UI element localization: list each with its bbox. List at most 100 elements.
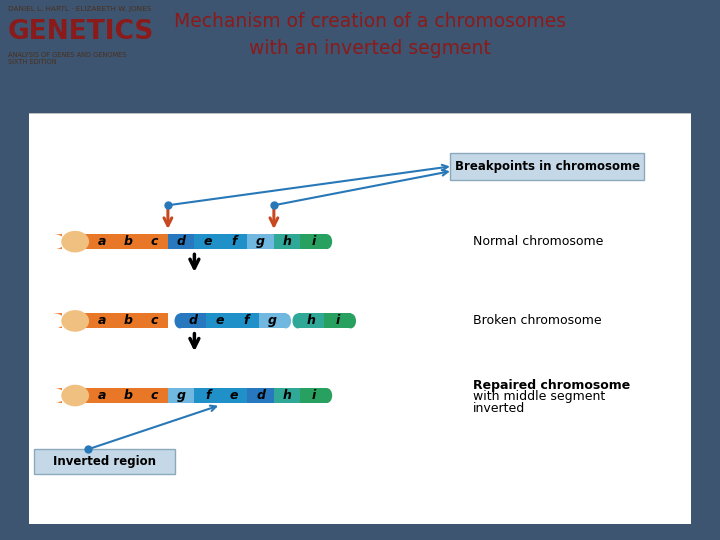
Bar [53, 313, 54, 328]
Bar [233, 313, 259, 328]
Bar [46, 234, 48, 249]
Bar [300, 388, 327, 403]
Text: Repaired chromosome: Repaired chromosome [472, 379, 630, 392]
Bar [56, 388, 58, 403]
Bar [115, 388, 141, 403]
Bar [55, 234, 57, 249]
Ellipse shape [61, 231, 89, 253]
Ellipse shape [174, 313, 185, 328]
Text: b: b [124, 314, 132, 327]
Bar [50, 313, 51, 328]
Bar [89, 234, 115, 249]
Bar [274, 234, 300, 249]
Bar [300, 234, 327, 249]
Text: h: h [283, 235, 292, 248]
Ellipse shape [33, 234, 53, 249]
Ellipse shape [322, 234, 332, 249]
Text: a: a [97, 314, 106, 327]
Ellipse shape [32, 233, 66, 250]
Text: Breakpoints in chromosome: Breakpoints in chromosome [454, 160, 639, 173]
Text: f: f [231, 235, 237, 248]
Bar [45, 234, 47, 249]
Bar [53, 388, 54, 403]
FancyBboxPatch shape [34, 449, 175, 474]
Text: e: e [215, 314, 224, 327]
Bar [45, 313, 47, 328]
Bar [180, 313, 207, 328]
Bar [194, 234, 221, 249]
Bar [59, 234, 60, 249]
Text: i: i [336, 314, 340, 327]
Bar [248, 234, 274, 249]
Text: h: h [307, 314, 315, 327]
Text: d: d [189, 314, 197, 327]
Bar [274, 388, 300, 403]
Bar [141, 234, 168, 249]
Ellipse shape [33, 313, 53, 329]
Text: with middle segment: with middle segment [472, 390, 605, 403]
Text: i: i [312, 389, 316, 402]
Text: d: d [256, 389, 265, 402]
Bar [115, 313, 141, 328]
Bar [43, 313, 45, 328]
Bar [53, 234, 54, 249]
Bar [60, 388, 61, 403]
Text: b: b [124, 235, 132, 248]
Bar [43, 388, 45, 403]
Bar [49, 388, 50, 403]
Bar [49, 313, 50, 328]
Text: ANALYSIS OF GENES AND GENOMES
SIXTH EDITION: ANALYSIS OF GENES AND GENOMES SIXTH EDIT… [8, 52, 127, 65]
Bar [53, 388, 55, 403]
Bar [51, 234, 52, 249]
Bar [89, 388, 115, 403]
Bar [324, 313, 351, 328]
Text: f: f [243, 314, 249, 327]
Bar [51, 388, 52, 403]
Bar [50, 388, 51, 403]
Bar [61, 388, 62, 403]
Bar [207, 313, 233, 328]
Bar [45, 388, 47, 403]
Bar [75, 234, 89, 249]
Bar [221, 388, 248, 403]
Bar [50, 234, 51, 249]
Text: Mechanism of creation of a chromosomes
with an inverted segment: Mechanism of creation of a chromosomes w… [174, 12, 566, 58]
Ellipse shape [322, 388, 332, 403]
Bar [194, 388, 221, 403]
Text: i: i [312, 235, 316, 248]
Text: g: g [268, 314, 277, 327]
Bar [47, 388, 48, 403]
Ellipse shape [33, 388, 53, 403]
Bar [59, 388, 60, 403]
Text: e: e [203, 235, 212, 248]
Bar [221, 234, 248, 249]
Bar [60, 234, 61, 249]
Bar [51, 313, 52, 328]
Ellipse shape [292, 313, 303, 328]
Text: GENETICS: GENETICS [8, 19, 154, 45]
Bar [55, 313, 57, 328]
Ellipse shape [61, 310, 89, 332]
Ellipse shape [32, 387, 66, 404]
Bar [43, 234, 45, 249]
Bar [48, 234, 49, 249]
Text: a: a [97, 235, 106, 248]
Bar [58, 388, 60, 403]
Bar [55, 388, 57, 403]
Bar [46, 313, 48, 328]
Bar [61, 234, 62, 249]
Ellipse shape [32, 313, 66, 329]
Bar [52, 313, 53, 328]
Bar [59, 313, 60, 328]
Bar [115, 234, 141, 249]
Bar [52, 388, 53, 403]
Text: c: c [151, 389, 158, 402]
Ellipse shape [61, 384, 89, 407]
Bar [141, 388, 168, 403]
Bar [248, 388, 274, 403]
Bar [56, 234, 58, 249]
Text: a: a [97, 389, 106, 402]
Text: DANIEL L. HARTL · ELIZABETH W. JONES: DANIEL L. HARTL · ELIZABETH W. JONES [8, 6, 151, 12]
FancyBboxPatch shape [450, 153, 644, 180]
Text: g: g [256, 235, 265, 248]
